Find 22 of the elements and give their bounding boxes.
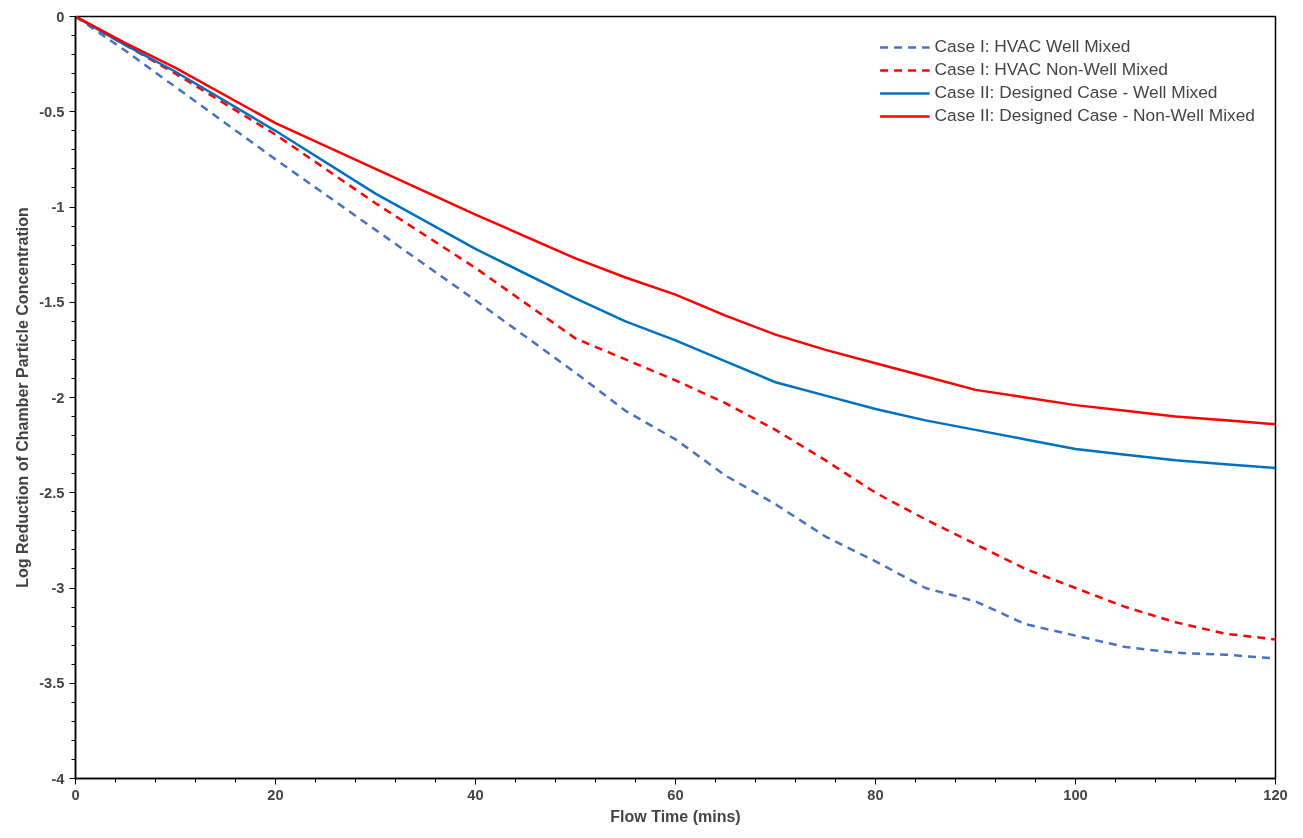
y-axis-title: Log Reduction of Chamber Particle Concentration bbox=[14, 207, 32, 588]
legend-label: Case II: Designed Case - Well Mixed bbox=[934, 82, 1218, 103]
legend-label: Case II: Designed Case - Non-Well Mixed bbox=[934, 105, 1255, 126]
legend-label: Case I: HVAC Non-Well Mixed bbox=[934, 59, 1168, 80]
y-tick-label: -1.5 bbox=[39, 294, 65, 311]
y-tick-label: -2.5 bbox=[39, 484, 65, 501]
y-tick-label: -4 bbox=[51, 770, 66, 787]
y-tick-label: -0.5 bbox=[39, 103, 65, 120]
y-tick-label: 0 bbox=[56, 8, 65, 25]
x-tick-label: 100 bbox=[1063, 786, 1088, 803]
y-tick-label: -1 bbox=[51, 199, 65, 215]
legend-label: Case I: HVAC Well Mixed bbox=[934, 36, 1131, 57]
y-tick-label: -3.5 bbox=[39, 675, 65, 692]
x-tick-label: 60 bbox=[667, 786, 684, 803]
x-axis-title: Flow Time (mins) bbox=[610, 807, 741, 825]
y-tick-label: -3 bbox=[51, 580, 65, 596]
x-tick-label: 120 bbox=[1263, 786, 1288, 803]
y-tick-label: -2 bbox=[51, 389, 65, 406]
x-tick-label: 80 bbox=[867, 786, 884, 803]
x-tick-label: 40 bbox=[467, 786, 484, 803]
x-tick-label: 0 bbox=[71, 786, 80, 803]
x-tick-label: 20 bbox=[267, 786, 284, 803]
